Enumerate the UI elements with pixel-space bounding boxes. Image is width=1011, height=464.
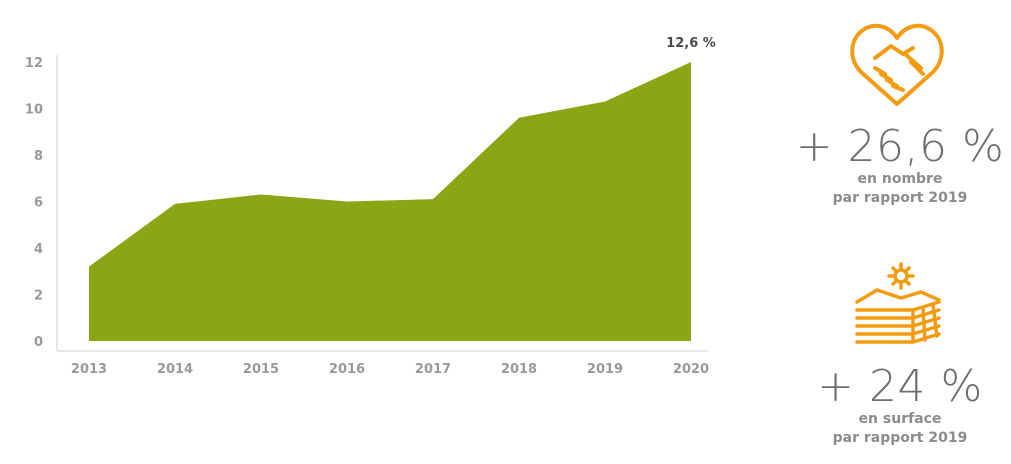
y-tick-label: 0 xyxy=(34,335,43,350)
x-tick-label: 2020 xyxy=(673,362,709,377)
x-tick-label: 2013 xyxy=(71,362,107,377)
y-tick-label: 10 xyxy=(25,103,43,118)
x-tick-label: 2016 xyxy=(329,362,365,377)
stat-number-label-line2: par rapport 2019 xyxy=(832,190,968,206)
stat-surface-label-line1: en surface xyxy=(858,411,942,427)
stat-number: + 26,6 % en nombre par rapport 2019 xyxy=(790,124,1010,208)
farm-field-sun-icon xyxy=(855,262,941,344)
x-tick-label: 2015 xyxy=(243,362,279,377)
area-chart: 0 2 4 6 8 10 12 2013 2014 2015 2016 2017 2018 2019 20… xyxy=(25,36,716,377)
stat-number-value: + 26,6 % xyxy=(795,121,1005,172)
stat-surface: + 24 % en surface par rapport 2019 xyxy=(790,364,1010,448)
x-tick-label: 2018 xyxy=(501,362,537,377)
y-tick-label: 4 xyxy=(34,242,43,257)
y-tick-label: 12 xyxy=(25,56,43,71)
x-tick-label: 2014 xyxy=(157,362,193,377)
y-tick-label: 6 xyxy=(34,196,43,211)
x-tick-label: 2017 xyxy=(415,362,451,377)
x-tick-label: 2019 xyxy=(587,362,623,377)
y-tick-label: 8 xyxy=(34,149,43,164)
handshake-heart-icon xyxy=(850,23,944,106)
peak-annotation: 12,6 % xyxy=(666,36,716,51)
stat-number-label-line1: en nombre xyxy=(857,171,943,187)
y-tick-label: 2 xyxy=(34,289,43,304)
area-series xyxy=(89,62,691,341)
stat-surface-value: + 24 % xyxy=(817,361,983,412)
stat-surface-label-line2: par rapport 2019 xyxy=(832,430,968,446)
